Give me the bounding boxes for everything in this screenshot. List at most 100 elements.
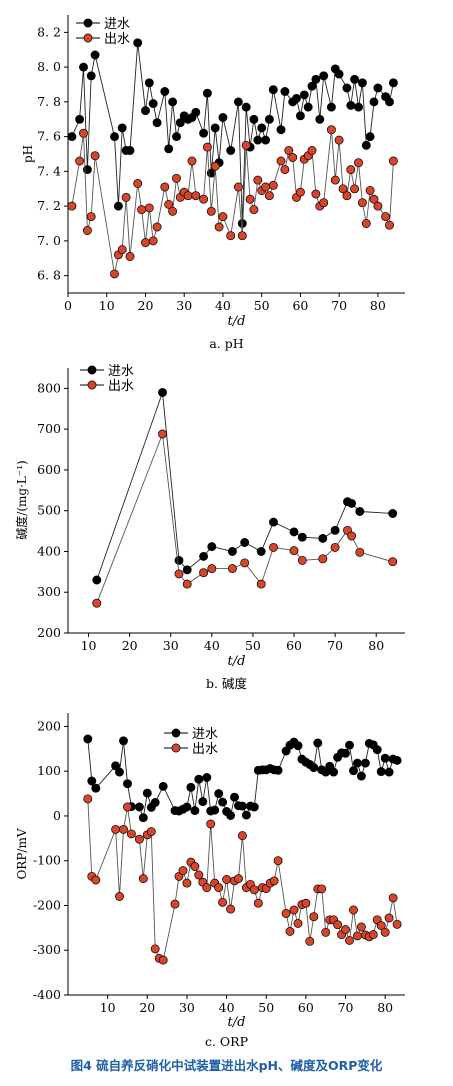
legend-marker (83, 18, 93, 28)
data-point (164, 199, 174, 209)
data-point (115, 767, 124, 777)
data-point (261, 135, 271, 145)
x-axis-label: t/d (228, 314, 246, 329)
data-point (326, 125, 336, 135)
y-tick-label: -100 (33, 853, 61, 868)
x-tick-label: 60 (292, 298, 308, 313)
panel-label: a. pH (209, 336, 243, 351)
data-point (295, 111, 305, 121)
data-point (360, 758, 370, 768)
data-point (182, 878, 192, 888)
data-point (388, 78, 398, 88)
data-point (342, 191, 352, 201)
data-point (345, 935, 354, 945)
data-point (75, 156, 85, 166)
x-tick-label: 30 (163, 638, 179, 653)
data-point (385, 220, 394, 230)
data-point (75, 114, 85, 124)
series-inflow (67, 38, 398, 228)
data-point (83, 734, 93, 744)
legend-marker (87, 380, 97, 390)
data-point (226, 811, 236, 820)
data-point (123, 802, 132, 812)
data-point (234, 874, 243, 884)
data-point (303, 102, 313, 112)
data-point (241, 140, 251, 150)
data-point (368, 930, 378, 940)
data-point (67, 132, 77, 142)
panel-label: b. 碱度 (206, 676, 247, 691)
data-point (333, 920, 343, 930)
legend-marker (171, 728, 181, 738)
data-point (240, 558, 250, 568)
data-point (199, 128, 209, 138)
data-point (91, 783, 101, 793)
data-point (253, 175, 263, 185)
panel-2: 10 20 30 40 50 60 70 80 200 300 400 500 600 700 800 t/d… (14, 364, 405, 691)
data-point (222, 875, 232, 884)
y-tick-label: -200 (33, 897, 61, 912)
data-point (342, 83, 352, 93)
data-point (210, 805, 220, 815)
data-point (175, 118, 185, 128)
x-axis-label: t/d (228, 1015, 246, 1030)
data-point (301, 898, 311, 908)
data-point (86, 212, 96, 222)
y-tick-label: 200 (37, 625, 61, 640)
data-point (152, 222, 162, 232)
data-point (341, 925, 350, 935)
data-point (381, 212, 391, 222)
legend-marker (171, 743, 181, 753)
x-tick-label: 40 (219, 1000, 235, 1015)
data-point (119, 736, 128, 746)
data-point (227, 547, 237, 556)
data-point (158, 955, 168, 965)
data-point (380, 753, 390, 763)
data-point (355, 547, 365, 557)
x-tick-label: 50 (258, 1000, 274, 1015)
x-tick-label: 70 (338, 1000, 354, 1015)
data-point (125, 146, 135, 155)
data-point (315, 114, 325, 124)
data-point (237, 831, 247, 841)
data-point (214, 883, 224, 893)
legend-label: 进水 (108, 364, 134, 379)
x-tick-label: 20 (139, 1000, 155, 1015)
data-point (347, 531, 357, 541)
data-point (233, 97, 243, 107)
data-point (249, 885, 259, 895)
data-point (168, 97, 178, 107)
data-point (373, 83, 383, 93)
y-tick-label: 7. 6 (37, 129, 61, 144)
data-point (126, 829, 136, 839)
data-point (280, 165, 290, 175)
data-point (83, 794, 93, 804)
data-point (133, 179, 143, 188)
data-point (334, 69, 344, 79)
data-point (115, 892, 124, 901)
y-tick-label: 7. 0 (37, 233, 61, 248)
data-point (174, 569, 184, 579)
data-point (311, 189, 321, 199)
panel-3: 10 20 30 40 50 60 70 80 -400 -300 -200 -100 0 100 200 t… (15, 713, 405, 1049)
x-tick-label: 70 (331, 298, 347, 313)
data-point (172, 173, 181, 183)
data-point (365, 132, 375, 142)
data-point (297, 555, 307, 565)
data-point (330, 525, 340, 535)
data-point (202, 142, 212, 152)
data-point (365, 186, 375, 195)
data-point (346, 165, 356, 175)
data-point (144, 78, 154, 88)
y-tick-label: 400 (37, 543, 61, 558)
data-point (295, 187, 305, 197)
data-point (319, 71, 329, 81)
data-point (141, 106, 150, 116)
data-point (289, 546, 299, 556)
data-point (297, 532, 307, 542)
data-point (141, 238, 150, 248)
y-tick-label: 6. 8 (37, 268, 61, 283)
x-tick-label: 60 (286, 638, 302, 653)
data-point (280, 87, 290, 96)
data-point (152, 118, 162, 128)
